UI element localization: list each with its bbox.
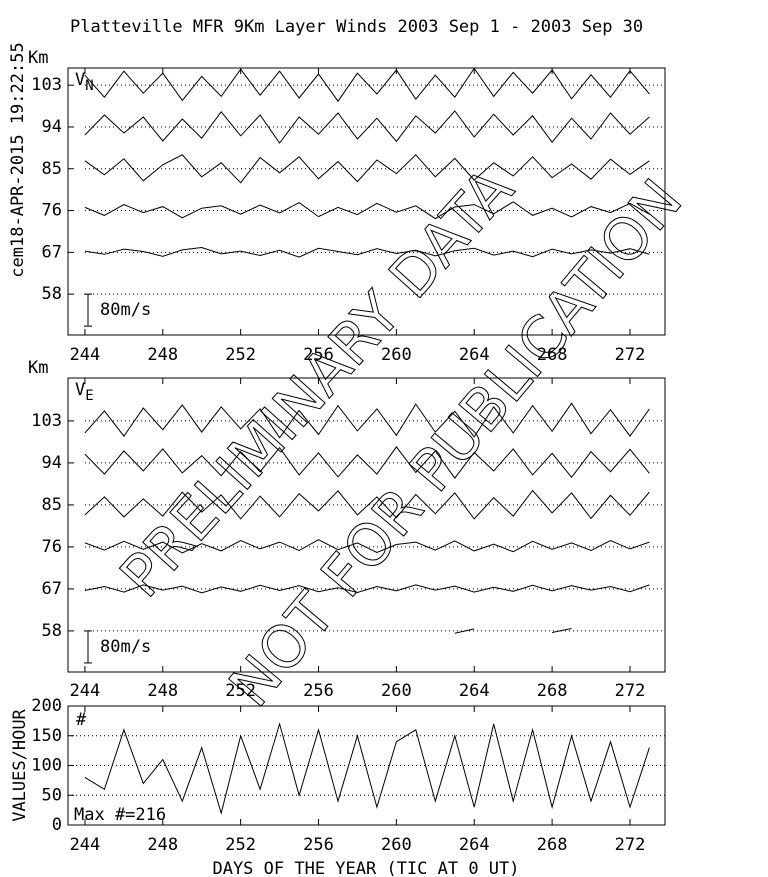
x-tick-label: 268: [537, 835, 568, 855]
wind-trace: [84, 584, 650, 594]
y-tick-label: 150: [31, 726, 62, 746]
component-sub: E: [85, 388, 93, 404]
wind-trace: [84, 446, 650, 479]
wind-trace: [84, 154, 650, 184]
component: V: [75, 70, 85, 90]
y-tick-label: 103: [31, 75, 62, 95]
wind-trace: [84, 201, 650, 220]
y-tick-label: 76: [42, 201, 62, 221]
x-tick-label: 268: [537, 345, 568, 365]
component-label: VN: [75, 70, 94, 94]
x-tick-label: 252: [225, 681, 256, 701]
component: V: [75, 380, 85, 400]
wind-trace: [84, 246, 650, 258]
x-tick-label: 272: [615, 681, 646, 701]
y-tick-label: 58: [42, 284, 62, 304]
y-tick-label: 0: [52, 815, 62, 835]
chart-title: Platteville MFR 9Km Layer Winds 2003 Sep…: [70, 17, 643, 37]
panel-frame: [67, 377, 666, 673]
y-tick-label: 100: [31, 756, 62, 776]
x-tick-label: 264: [459, 345, 490, 365]
y-axis-label: VALUES/HOUR: [10, 708, 30, 821]
y-tick-label: 85: [42, 495, 62, 515]
scale-bar-label: 80m/s: [100, 637, 151, 657]
x-tick-label: 252: [225, 345, 256, 365]
x-tick-label: 260: [381, 835, 412, 855]
wind-trace: [455, 629, 650, 634]
count-line: [84, 722, 650, 815]
y-tick-label: 50: [42, 785, 62, 805]
panel-frame: [67, 67, 666, 336]
timestamp: cem18-APR-2015 19:22:55: [8, 42, 28, 277]
x-tick-label: 244: [70, 345, 101, 365]
y-tick-label: 94: [42, 453, 62, 473]
x-tick-label: 244: [70, 681, 101, 701]
x-tick-label: 260: [381, 345, 412, 365]
y-unit: Km: [28, 358, 48, 378]
y-tick-label: 85: [42, 159, 62, 179]
y-tick-label: 200: [31, 696, 62, 716]
x-tick-label: 252: [225, 835, 256, 855]
x-tick-label: 248: [147, 835, 178, 855]
x-tick-label: 244: [70, 835, 101, 855]
x-tick-label: 260: [381, 681, 412, 701]
y-tick-label: 67: [42, 579, 62, 599]
scale-bar-label: 80m/s: [100, 300, 151, 320]
y-tick-label: 94: [42, 117, 62, 137]
x-tick-label: 264: [459, 681, 490, 701]
y-tick-label: 103: [31, 411, 62, 431]
wind-trace: [84, 110, 650, 144]
wind-trace: [84, 67, 650, 103]
x-tick-label: 256: [303, 345, 334, 365]
y-tick-label: 76: [42, 537, 62, 557]
wind-trace: [84, 489, 650, 520]
y-tick-label: 58: [42, 621, 62, 641]
x-tick-label: 248: [147, 681, 178, 701]
wind-trace: [84, 539, 650, 554]
wind-trace: [84, 402, 650, 439]
x-tick-label: 256: [303, 681, 334, 701]
x-tick-label: 248: [147, 345, 178, 365]
y-unit: Km: [28, 48, 48, 68]
x-tick-label: 256: [303, 835, 334, 855]
x-axis-label: DAYS OF THE YEAR (TIC AT 0 UT): [212, 859, 519, 877]
x-tick-label: 272: [615, 835, 646, 855]
annotation: Max #=216: [74, 805, 166, 825]
x-tick-label: 264: [459, 835, 490, 855]
component-sub: N: [85, 78, 93, 94]
y-tick-label: 67: [42, 242, 62, 262]
x-tick-label: 272: [615, 345, 646, 365]
marker-label: #: [76, 710, 87, 730]
x-tick-label: 268: [537, 681, 568, 701]
component-label: VE: [75, 380, 94, 404]
